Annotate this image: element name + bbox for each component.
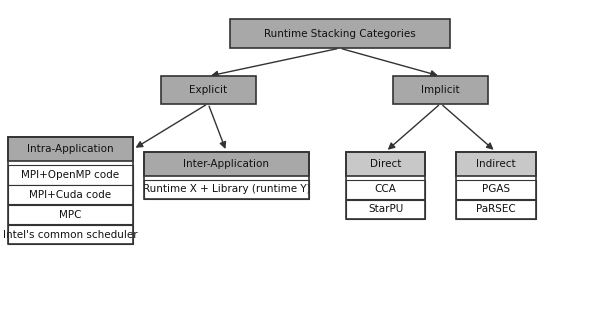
Bar (144, 180, 309, 199)
Bar (8, 165, 133, 185)
Bar (346, 200, 425, 219)
Bar (8, 205, 133, 224)
Bar (346, 180, 425, 199)
Bar (456, 200, 536, 219)
Bar (8, 185, 133, 204)
Text: PaRSEC: PaRSEC (476, 204, 515, 214)
Bar (230, 19, 450, 48)
Text: MPI+OpenMP code: MPI+OpenMP code (21, 170, 119, 180)
Text: Runtime Stacking Categories: Runtime Stacking Categories (264, 29, 416, 39)
Text: Inter-Application: Inter-Application (184, 159, 269, 169)
Text: StarPU: StarPU (368, 204, 403, 214)
Text: PGAS: PGAS (482, 184, 510, 195)
Text: MPC: MPC (59, 210, 81, 220)
Bar (8, 225, 133, 244)
Bar (144, 152, 309, 199)
Bar (144, 152, 309, 176)
Text: MPI+Cuda code: MPI+Cuda code (29, 190, 111, 200)
Text: Intel's common scheduler: Intel's common scheduler (3, 230, 138, 240)
Text: Intra-Application: Intra-Application (27, 144, 114, 154)
Bar (160, 76, 256, 103)
Bar (8, 137, 133, 161)
Bar (456, 180, 536, 199)
Text: Direct: Direct (370, 159, 401, 169)
Bar (346, 152, 425, 219)
Text: Explicit: Explicit (189, 85, 227, 95)
Text: Runtime X + Library (runtime Y): Runtime X + Library (runtime Y) (143, 184, 310, 195)
Bar (346, 152, 425, 176)
Bar (8, 137, 133, 244)
Bar (393, 76, 488, 103)
Bar (456, 152, 536, 219)
Text: Indirect: Indirect (476, 159, 515, 169)
Text: CCA: CCA (375, 184, 397, 195)
Bar (456, 152, 536, 176)
Text: Implicit: Implicit (421, 85, 460, 95)
